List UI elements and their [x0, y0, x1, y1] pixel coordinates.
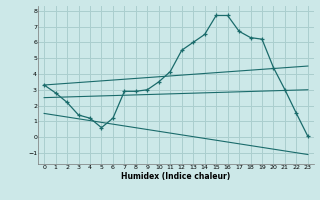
X-axis label: Humidex (Indice chaleur): Humidex (Indice chaleur)	[121, 172, 231, 181]
